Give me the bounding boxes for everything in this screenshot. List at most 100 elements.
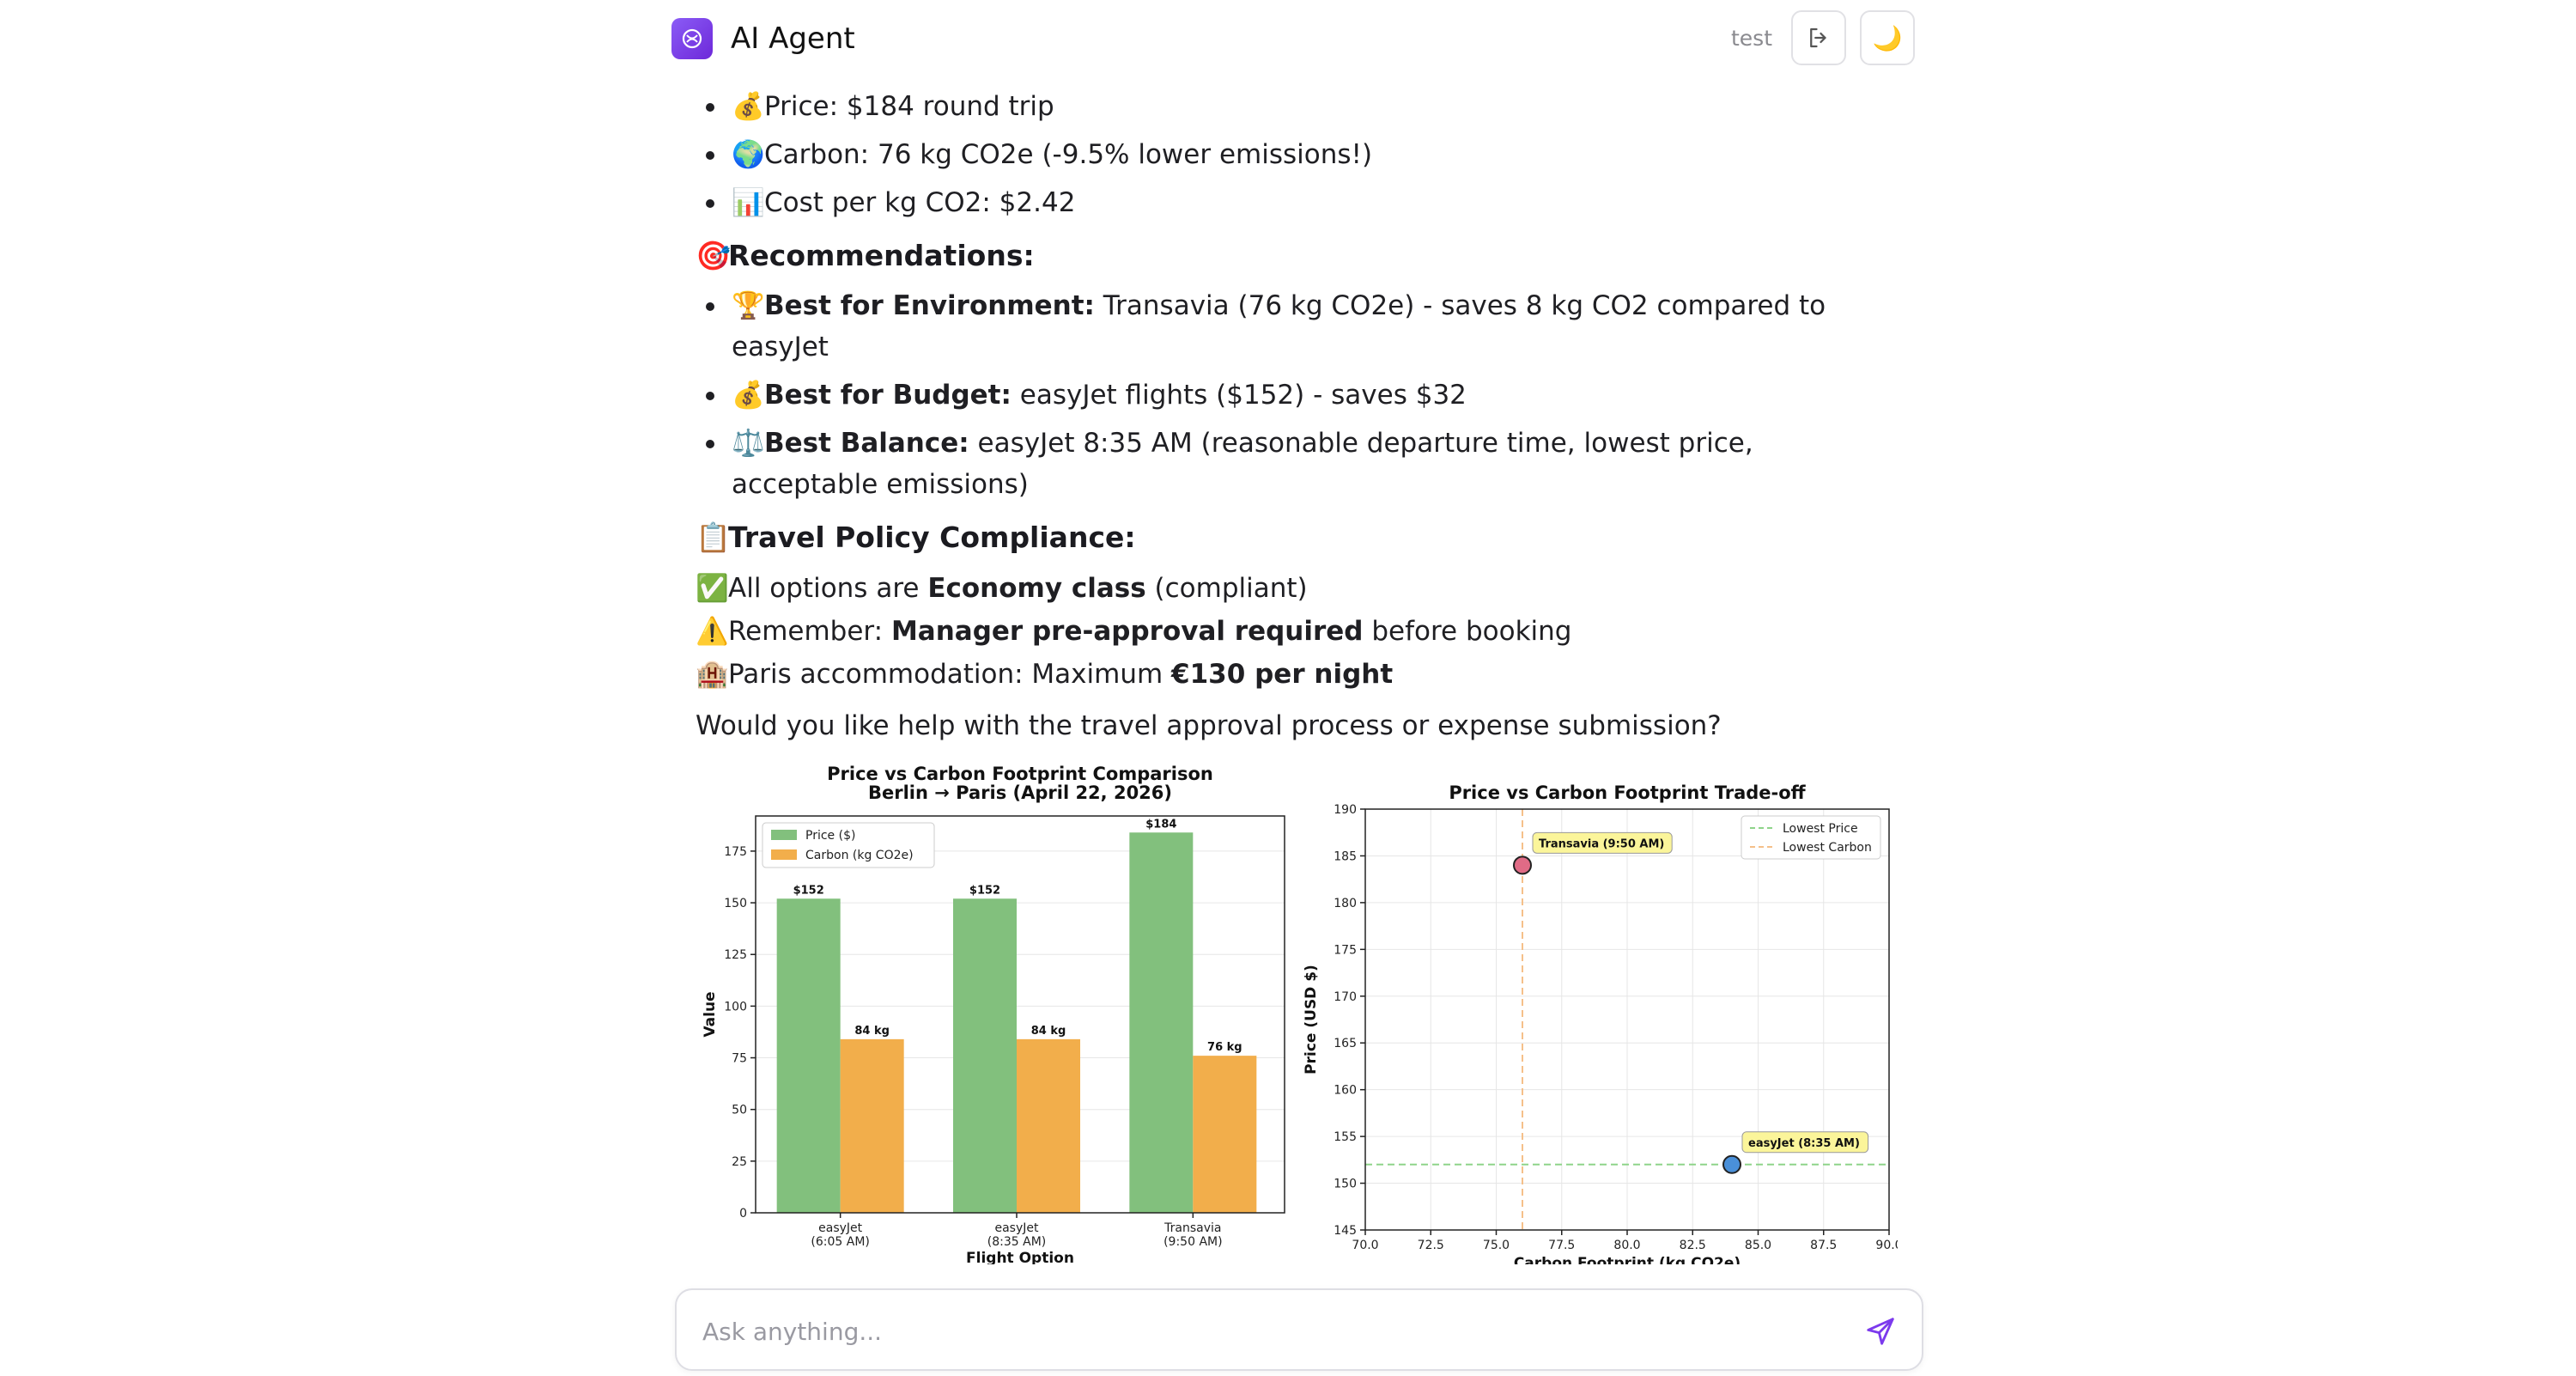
point-label-box <box>1532 831 1673 854</box>
item-text: easyJet flights ($152) - saves $32 <box>1011 380 1467 411</box>
legend-box <box>762 822 935 868</box>
line-text: All options are <box>728 573 928 604</box>
legend-label: Carbon (kg CO2e) <box>805 849 914 862</box>
legend-label: Lowest Carbon <box>1783 841 1872 855</box>
recommendations-list: 🏆Best for Environment: Transavia (76 kg … <box>696 285 1898 505</box>
bar <box>953 898 1017 1213</box>
chat-input[interactable] <box>701 1307 1820 1355</box>
moon-icon: 🌙 <box>1872 23 1903 52</box>
y-tick-label: 160 <box>1334 1084 1357 1098</box>
list-item: 📊Cost per kg CO2: $2.42 <box>706 182 1898 223</box>
x-tick-label: (9:50 AM) <box>1163 1235 1222 1249</box>
line-text: (compliant) <box>1145 573 1308 604</box>
bar <box>840 1038 904 1213</box>
x-tick-label: 90.0 <box>1875 1239 1898 1252</box>
line-bold: €130 per night <box>1171 659 1394 690</box>
theme-toggle-button[interactable]: 🌙 <box>1860 10 1915 65</box>
money-bag-icon: 💰 <box>732 91 765 122</box>
y-tick-label: 0 <box>739 1207 747 1221</box>
y-tick-label: 50 <box>732 1104 747 1117</box>
app-title: AI Agent <box>731 21 855 56</box>
message-composer <box>675 1288 1923 1371</box>
plot-frame <box>1364 808 1890 1231</box>
logout-button[interactable] <box>1791 10 1846 65</box>
policy-lines: ✅All options are Economy class (complian… <box>696 567 1898 696</box>
line-bold: Economy class <box>927 573 1146 604</box>
y-tick-label: 25 <box>732 1155 747 1169</box>
logout-icon <box>1810 27 1826 48</box>
x-tick-label: 72.5 <box>1418 1239 1444 1252</box>
globe-icon: 🌍 <box>732 139 765 170</box>
x-tick-label: 82.5 <box>1680 1239 1706 1252</box>
check-icon: ✅ <box>696 573 729 604</box>
list-item-text: Price: $184 round trip <box>764 91 1054 122</box>
y-tick-label: 100 <box>724 1000 747 1014</box>
hotel-icon: 🏨 <box>696 659 729 690</box>
y-tick-label: 165 <box>1334 1037 1357 1050</box>
x-axis-label: Flight Option <box>966 1250 1074 1264</box>
y-tick-label: 75 <box>732 1052 747 1066</box>
point-label: Transavia (9:50 AM) <box>1539 837 1664 850</box>
bar-value-label: 84 kg <box>1031 1025 1066 1038</box>
x-tick-label: 75.0 <box>1483 1239 1510 1252</box>
x-tick-label: (6:05 AM) <box>811 1235 869 1249</box>
x-tick-label: 70.0 <box>1352 1239 1378 1252</box>
legend-swatch <box>771 830 797 840</box>
legend-label: Price ($) <box>805 829 855 843</box>
x-axis-label: Carbon Footprint (kg CO2e) <box>1514 1255 1741 1264</box>
bar <box>776 898 841 1213</box>
clipboard-icon: 📋 <box>696 521 732 554</box>
item-text: Transavia (76 kg CO2e) - saves 8 kg CO2 … <box>732 290 1826 362</box>
target-icon: 🎯 <box>696 239 732 272</box>
point-label-box <box>1741 1131 1869 1154</box>
bar <box>1017 1038 1080 1213</box>
bar <box>1193 1056 1257 1213</box>
y-tick-label: 180 <box>1334 897 1357 910</box>
send-button[interactable] <box>1862 1312 1899 1350</box>
list-item-text: Cost per kg CO2: $2.42 <box>764 187 1076 218</box>
y-tick-label: 155 <box>1334 1130 1357 1144</box>
bar-chart-icon: 📊 <box>732 187 765 218</box>
app-logo-icon <box>671 18 713 59</box>
line-text: before booking <box>1363 616 1572 647</box>
closing-question: Would you like help with the travel appr… <box>696 710 1722 741</box>
list-item-text: Carbon: 76 kg CO2e (-9.5% lower emission… <box>764 139 1373 170</box>
bar-value-label: $152 <box>793 884 824 897</box>
y-tick-label: 145 <box>1334 1224 1357 1238</box>
y-tick-label: 190 <box>1334 803 1357 817</box>
price-summary-list: 💰Price: $184 round trip 🌍Carbon: 76 kg C… <box>696 86 1898 223</box>
y-tick-label: 150 <box>724 897 747 910</box>
y-tick-label: 150 <box>1334 1178 1357 1191</box>
assistant-message: 💰Price: $184 round trip 🌍Carbon: 76 kg C… <box>696 79 1898 1264</box>
policy-line: 🏨Paris accommodation: Maximum €130 per n… <box>696 653 1898 696</box>
y-axis-label: Value <box>702 991 719 1037</box>
y-tick-label: 175 <box>1334 943 1357 957</box>
scatter-point <box>1513 855 1532 875</box>
chart-title: Price vs Carbon Footprint Comparison <box>827 764 1213 784</box>
y-tick-label: 170 <box>1334 990 1357 1004</box>
policy-line: ✅All options are Economy class (complian… <box>696 567 1898 610</box>
charts-svg: Price vs Carbon Footprint ComparisonBerl… <box>702 764 1898 1264</box>
chart-title: Price vs Carbon Footprint Trade-off <box>1449 782 1806 803</box>
policy-line: ⚠️Remember: Manager pre-approval require… <box>696 610 1898 653</box>
money-bag-icon: 💰 <box>732 380 765 411</box>
x-tick-label: 85.0 <box>1745 1239 1771 1252</box>
legend-swatch <box>771 849 797 860</box>
list-item: 💰Best for Budget: easyJet flights ($152)… <box>706 374 1898 416</box>
list-item: 🌍Carbon: 76 kg CO2e (-9.5% lower emissio… <box>706 134 1898 175</box>
list-item: ⚖️Best Balance: easyJet 8:35 AM (reasona… <box>706 423 1898 505</box>
legend-label: Lowest Price <box>1783 822 1858 836</box>
chart-image: Price vs Carbon Footprint Comparison Berl… <box>696 758 1898 1264</box>
y-tick-label: 125 <box>724 948 747 962</box>
warning-icon: ⚠️ <box>696 616 729 647</box>
point-label: easyJet (8:35 AM) <box>1748 1137 1860 1150</box>
x-tick-label: easyJet <box>818 1221 863 1235</box>
bar-value-label: $152 <box>969 884 1000 897</box>
list-item: 💰Price: $184 round trip <box>706 86 1898 127</box>
x-tick-label: 87.5 <box>1810 1239 1837 1252</box>
bar-value-label: $184 <box>1145 818 1176 831</box>
heading-text: Travel Policy Compliance: <box>728 521 1136 554</box>
bar-value-label: 76 kg <box>1207 1041 1242 1054</box>
plot-frame <box>755 815 1285 1214</box>
heading-text: Recommendations: <box>728 239 1035 272</box>
